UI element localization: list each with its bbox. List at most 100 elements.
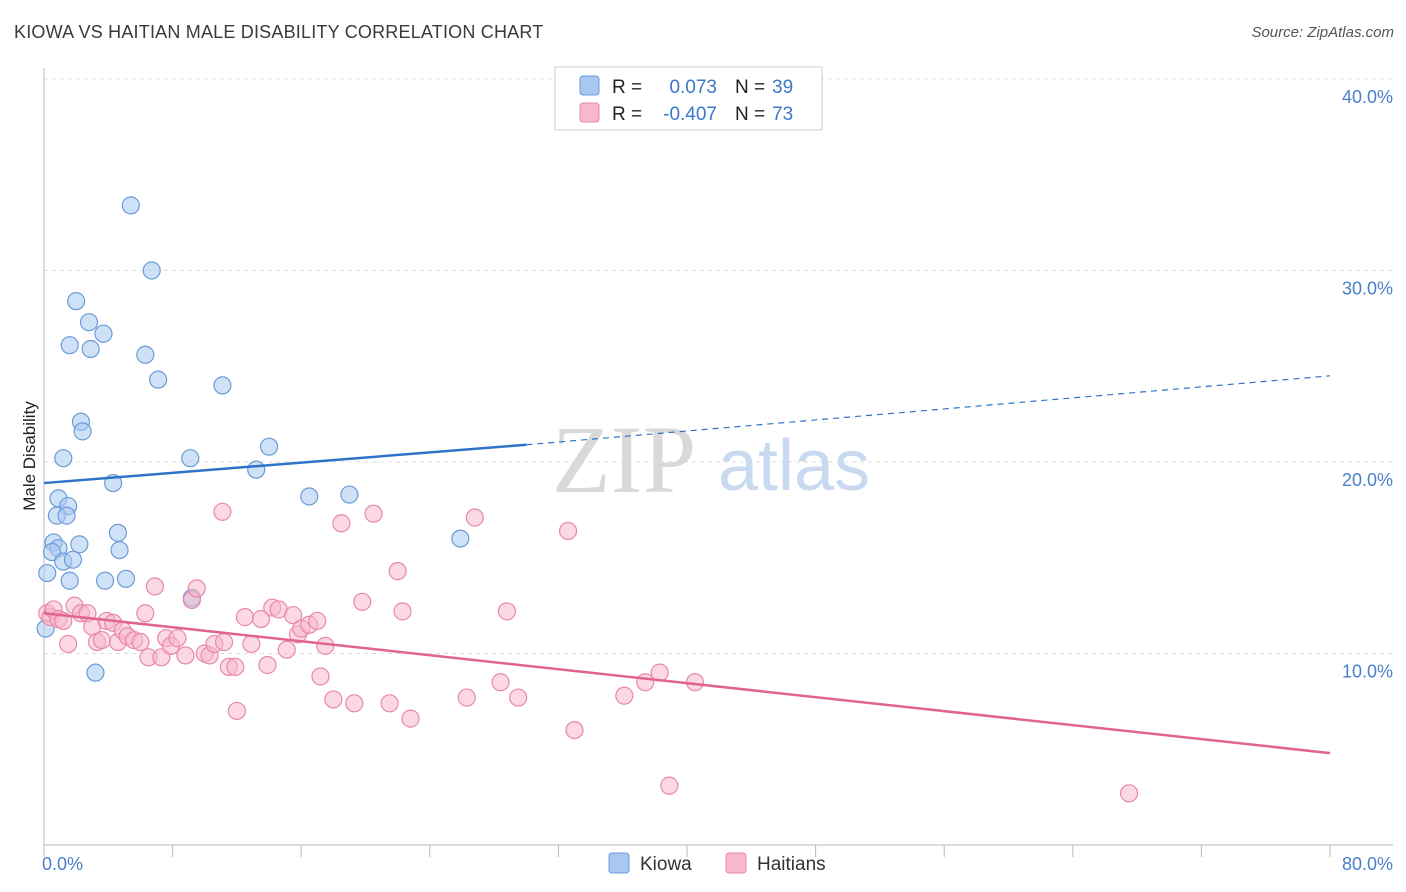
haitian-point	[332, 514, 351, 533]
legend: R = 0.073 N = 39 R = -0.407 N = 73	[554, 66, 823, 131]
haitian-point	[235, 608, 255, 627]
kiowa-point	[116, 569, 136, 588]
haitian-point	[226, 657, 245, 677]
haitian-point	[380, 694, 399, 713]
haitian-point	[345, 694, 364, 713]
haitian-point	[364, 504, 383, 523]
kiowa-point	[38, 563, 57, 583]
legend-haitian-n-value: 73	[772, 104, 793, 125]
haitian-series	[38, 502, 1139, 803]
haitian-point	[92, 630, 111, 650]
legend-kiowa-r-label: R =	[612, 77, 642, 98]
legend-haitian-r-label: R =	[612, 104, 642, 125]
kiowa-trend-extension	[526, 375, 1331, 446]
haitian-point	[1119, 784, 1139, 803]
haitian-point	[565, 720, 584, 740]
kiowa-point	[340, 485, 359, 504]
haitian-point	[308, 611, 327, 631]
legend-kiowa-n-value: 39	[772, 77, 793, 98]
kiowa-point	[79, 313, 99, 332]
kiowa-point	[247, 460, 266, 479]
kiowa-point	[181, 449, 200, 468]
haitian-point	[457, 688, 476, 707]
x-tick-label: 80.0%	[1342, 854, 1393, 874]
haitian-point	[465, 508, 484, 527]
haitian-point	[660, 776, 679, 795]
watermark-zip: ZIP	[552, 406, 696, 513]
haitian-point	[258, 655, 277, 675]
trend-lines	[43, 375, 1331, 755]
haitian-trend-line	[43, 612, 1331, 755]
kiowa-point	[73, 422, 92, 441]
tick-labels: 10.0% 20.0% 30.0% 40.0% 0.0% 80.0%	[42, 87, 1393, 874]
haitian-point	[176, 646, 195, 665]
haitian-point	[393, 602, 412, 621]
haitian-point	[636, 673, 655, 692]
haitian-point	[277, 640, 296, 659]
kiowa-trend-line	[43, 443, 527, 485]
legend-haitian-n-label: N =	[735, 104, 765, 125]
haitian-point	[168, 629, 187, 648]
haitian-point	[131, 632, 150, 652]
bottom-legend: Kiowa Haitians	[608, 852, 826, 875]
kiowa-point	[94, 324, 113, 343]
bottom-legend-haitian-label: Haitians	[757, 854, 826, 875]
chart-title: KIOWA VS HAITIAN MALE DISABILITY CORRELA…	[14, 22, 544, 42]
kiowa-point	[121, 196, 140, 215]
haitian-point	[558, 521, 578, 541]
haitian-point	[227, 701, 246, 721]
x-tick-label: 0.0%	[42, 854, 83, 874]
y-tick-label: 20.0%	[1342, 470, 1393, 490]
legend-kiowa-swatch	[579, 75, 600, 96]
haitian-point	[353, 592, 372, 611]
haitian-point	[497, 602, 517, 621]
haitian-point	[324, 690, 343, 709]
haitian-point	[59, 634, 78, 654]
kiowa-point	[54, 449, 73, 468]
haitian-point	[136, 604, 155, 623]
y-tick-label: 10.0%	[1342, 662, 1393, 682]
kiowa-point	[86, 663, 105, 682]
haitian-point	[509, 688, 528, 707]
kiowa-series	[36, 196, 470, 682]
kiowa-point	[108, 523, 128, 542]
kiowa-point	[63, 550, 83, 569]
kiowa-point	[70, 535, 89, 554]
kiowa-point	[451, 529, 470, 548]
bottom-legend-haitian-swatch	[725, 852, 747, 874]
haitian-point	[401, 709, 420, 728]
haitian-point	[214, 632, 234, 652]
kiowa-point	[95, 571, 115, 590]
haitian-point	[311, 667, 330, 686]
kiowa-point	[57, 506, 76, 525]
kiowa-point	[142, 261, 161, 280]
legend-box	[554, 66, 823, 131]
legend-haitian-r-value: -0.407	[663, 104, 717, 125]
kiowa-point	[300, 487, 319, 506]
bottom-legend-kiowa-label: Kiowa	[640, 854, 692, 875]
haitian-point	[284, 606, 303, 625]
kiowa-point	[81, 339, 100, 359]
haitian-point	[145, 577, 165, 596]
legend-haitian-swatch	[579, 102, 600, 123]
legend-kiowa-n-label: N =	[735, 77, 765, 98]
haitian-point	[187, 579, 206, 598]
kiowa-point	[60, 571, 79, 590]
y-axis-label: Male Disability	[20, 401, 39, 511]
haitian-point	[491, 673, 510, 692]
kiowa-point	[259, 437, 279, 456]
bottom-legend-kiowa-swatch	[608, 852, 630, 874]
kiowa-point	[110, 540, 129, 560]
legend-kiowa-r-value: 0.073	[669, 77, 717, 98]
haitian-point	[615, 686, 634, 705]
chart-source: Source: ZipAtlas.com	[1251, 24, 1394, 41]
y-tick-label: 40.0%	[1342, 87, 1393, 107]
axes	[43, 68, 1393, 857]
kiowa-point	[67, 292, 86, 311]
kiowa-point	[136, 345, 155, 364]
haitian-point	[242, 634, 261, 654]
watermark-atlas: atlas	[718, 426, 870, 506]
haitian-point	[388, 562, 407, 581]
haitian-point	[213, 502, 232, 521]
